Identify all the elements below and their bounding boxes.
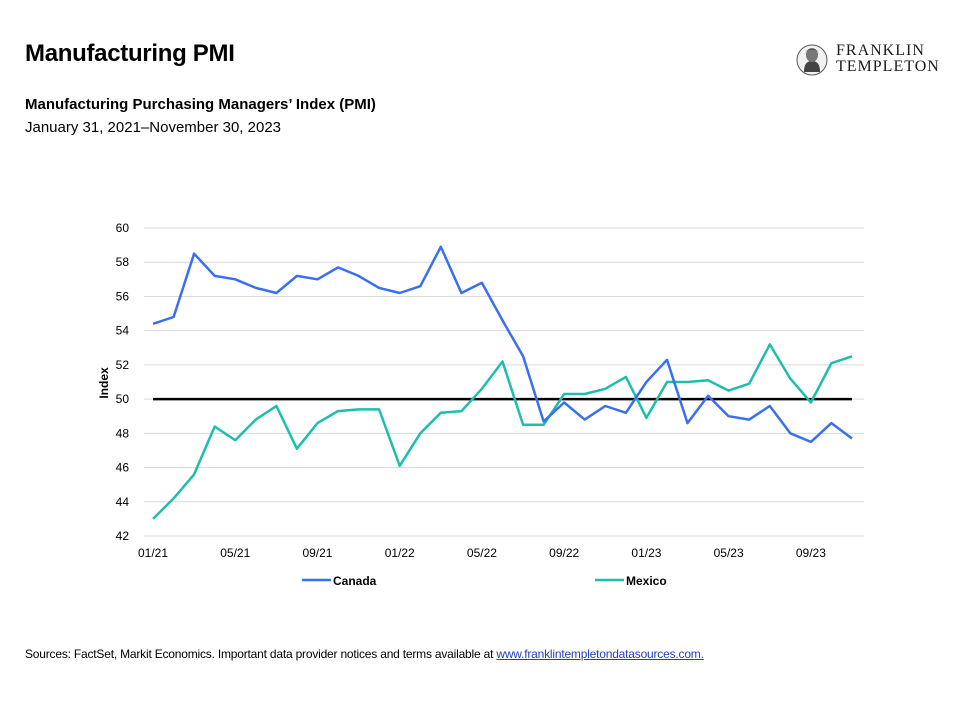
legend: Canada Mexico [302, 574, 667, 588]
x-tick-label: 05/23 [714, 546, 744, 560]
y-tick-label: 54 [116, 324, 130, 338]
sources-text: Sources: FactSet, Markit Economics. Impo… [25, 647, 497, 661]
logo-line-1: FRANKLIN [836, 42, 925, 59]
x-tick-label: 09/22 [549, 546, 579, 560]
logo-line-2: TEMPLETON [836, 58, 940, 75]
series-line-canada [152, 245, 853, 444]
series-lines [152, 245, 853, 520]
y-tick-label: 44 [116, 495, 130, 509]
series-line-mexico [152, 343, 853, 520]
x-tick-label: 01/22 [385, 546, 415, 560]
x-axis-ticks: 01/21 05/21 09/21 01/22 05/22 09/22 01/23 05/23… [138, 546, 826, 560]
y-tick-label: 60 [116, 221, 130, 235]
legend-label-mexico: Mexico [626, 574, 667, 588]
x-tick-label: 05/22 [467, 546, 497, 560]
gridlines [144, 227, 864, 537]
y-tick-label: 46 [116, 461, 130, 475]
page-title: Manufacturing PMI [25, 40, 235, 67]
y-tick-label: 56 [116, 289, 130, 303]
y-tick-label: 58 [116, 255, 130, 269]
x-tick-label: 09/21 [302, 546, 332, 560]
chart-subtitle: Manufacturing Purchasing Managers’ Index… [25, 96, 376, 113]
y-tick-label: 52 [116, 358, 130, 372]
y-axis-label: Index [97, 367, 111, 399]
date-range: January 31, 2021–November 30, 2023 [25, 119, 282, 136]
x-tick-label: 01/23 [631, 546, 661, 560]
y-tick-label: 50 [116, 392, 130, 406]
y-axis-ticks: 42 44 46 48 50 52 54 56 58 60 [116, 221, 130, 543]
sources-footer: Sources: FactSet, Markit Economics. Impo… [25, 647, 704, 661]
x-tick-label: 01/21 [138, 546, 168, 560]
x-tick-label: 09/23 [796, 546, 826, 560]
y-tick-label: 42 [116, 529, 130, 543]
legend-label-canada: Canada [333, 574, 377, 588]
data-sources-link[interactable]: www.franklintempletondatasources.com. [496, 647, 704, 661]
franklin-portrait-icon [796, 44, 828, 76]
franklin-templeton-logo: FRANKLIN TEMPLETON [795, 40, 955, 80]
x-tick-label: 05/21 [220, 546, 250, 560]
y-tick-label: 48 [116, 426, 130, 440]
